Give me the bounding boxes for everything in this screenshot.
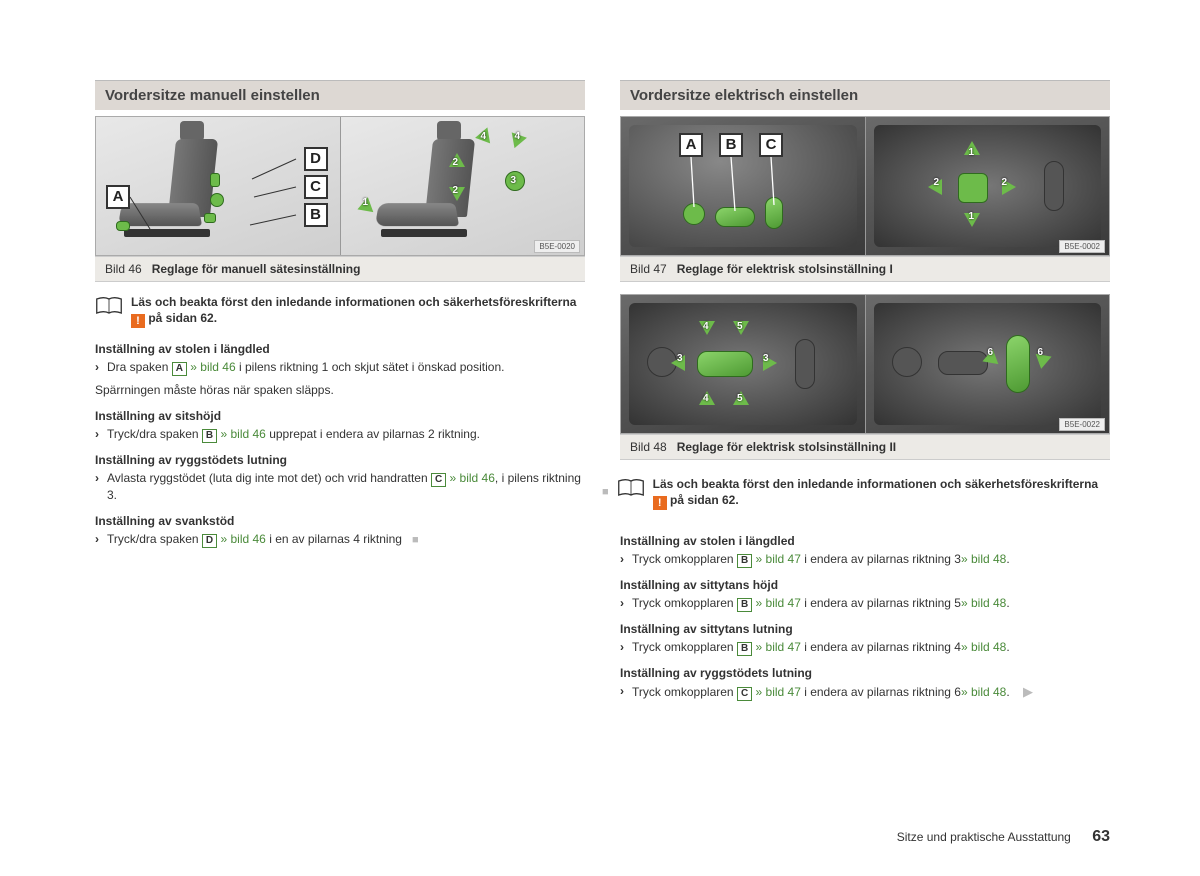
left-section-1: Inställning av sitshöjd Tryck/dra spaken… <box>95 409 585 443</box>
info-text: Läs och beakta först den inledande infor… <box>653 477 1098 491</box>
bullet-line: Tryck omkopplaren B » bild 47 i endera a… <box>620 639 1110 656</box>
letter-box: B <box>737 598 752 612</box>
bullet-line: Tryck omkopplaren B » bild 47 i endera a… <box>620 595 1110 612</box>
right-column: Vordersitze elektrisch einstellen A B C <box>620 80 1110 701</box>
section-end-icon: ■ <box>412 534 419 546</box>
book-icon <box>95 294 123 318</box>
caption-prefix: Bild 48 <box>630 440 667 454</box>
figure-link[interactable]: » bild 46 <box>187 360 236 374</box>
letter-box: C <box>431 473 446 487</box>
letter-box: C <box>737 687 752 701</box>
section-end-icon: ■ <box>602 486 609 498</box>
bullet-line: Tryck/dra spaken B » bild 46 upprepat i … <box>95 426 585 443</box>
figure-link[interactable]: » bild 48 <box>961 552 1006 566</box>
letter-box: B <box>202 429 217 443</box>
info-pageref: på sidan 62. <box>145 311 217 325</box>
left-section-title: Vordersitze manuell einstellen <box>95 80 585 110</box>
figure-link[interactable]: » bild 48 <box>961 640 1006 654</box>
figure-link[interactable]: » bild 46 <box>446 471 495 485</box>
page-number: 63 <box>1092 828 1110 845</box>
continue-arrow-icon: ▶ <box>1023 684 1033 699</box>
letter-box: B <box>737 554 752 568</box>
figure-link[interactable]: » bild 46 <box>217 532 266 546</box>
caption-46: Bild 46 Reglage för manuell sätesinställ… <box>95 256 585 282</box>
bullet-line: Dra spaken A » bild 46 i pilens riktning… <box>95 359 585 376</box>
caption-prefix: Bild 47 <box>630 262 667 276</box>
left-column: Vordersitze manuell einstellen A D C B <box>95 80 585 701</box>
footer-text: Sitze und praktische Ausstattung <box>897 830 1071 844</box>
sub-heading: Inställning av sittytans höjd <box>620 578 1110 592</box>
left-section-0: Inställning av stolen i längdled Dra spa… <box>95 342 585 399</box>
sub-heading: Inställning av svankstöd <box>95 514 585 528</box>
figure-48: 4 5 3 3 4 5 6 6 <box>620 294 1110 434</box>
figure-link[interactable]: » bild 46 <box>217 427 266 441</box>
figure-47-panel-1: A B C <box>621 117 865 255</box>
letter-box: A <box>172 362 187 376</box>
figure-link[interactable]: » bild 47 <box>752 640 801 654</box>
figure-code: B5E-0020 <box>534 240 580 253</box>
figure-47-panel-2: 1 1 2 2 <box>865 117 1110 255</box>
letter-box: D <box>202 534 217 548</box>
figure-46: A D C B <box>95 116 585 256</box>
warning-icon: ! <box>131 314 145 328</box>
caption-prefix: Bild 46 <box>105 262 142 276</box>
caption-47: Bild 47 Reglage för elektrisk stolsinstä… <box>620 256 1110 282</box>
sub-heading: Inställning av stolen i längdled <box>620 534 1110 548</box>
figure-link[interactable]: » bild 47 <box>752 596 801 610</box>
info-text: Läs och beakta först den inledande infor… <box>131 295 576 309</box>
figure-code: B5E-0002 <box>1059 240 1105 253</box>
figure-46-panel-2: 1 2 2 4 4 3 <box>340 117 585 255</box>
figure-link[interactable]: » bild 48 <box>961 685 1006 699</box>
figure-code: B5E-0022 <box>1059 418 1105 431</box>
page-footer: Sitze und praktische Ausstattung 63 <box>897 828 1110 846</box>
figure-47: A B C 1 1 2 2 <box>620 116 1110 256</box>
right-section-1: Inställning av sittytans höjd Tryck omko… <box>620 578 1110 612</box>
plain-line: Spärrningen måste höras när spaken släpp… <box>95 382 585 399</box>
figure-link[interactable]: » bild 47 <box>752 552 801 566</box>
right-section-title: Vordersitze elektrisch einstellen <box>620 80 1110 110</box>
figure-48-panel-1: 4 5 3 3 4 5 <box>621 295 865 433</box>
bullet-line: Tryck omkopplaren B » bild 47 i endera a… <box>620 551 1110 568</box>
bullet-line: Avlasta ryggstödet (luta dig inte mot de… <box>95 470 585 504</box>
warning-icon: ! <box>653 496 667 510</box>
book-icon <box>617 476 645 500</box>
right-section-2: Inställning av sittytans lutning Tryck o… <box>620 622 1110 656</box>
info-block-left: Läs och beakta först den inledande infor… <box>95 294 585 328</box>
info-block-right: Läs och beakta först den inledande infor… <box>617 476 1110 510</box>
sub-heading: Inställning av stolen i längdled <box>95 342 585 356</box>
bullet-line: Tryck omkopplaren C » bild 47 i endera a… <box>620 683 1110 701</box>
figure-link[interactable]: » bild 48 <box>961 596 1006 610</box>
leader-lines-icon <box>621 117 865 255</box>
figure-48-panel-2: 6 6 <box>865 295 1110 433</box>
left-section-2: Inställning av ryggstödets lutning Avlas… <box>95 453 585 504</box>
bullet-line: Tryck/dra spaken D » bild 46 i en av pil… <box>95 531 585 548</box>
right-section-3: Inställning av ryggstödets lutning Tryck… <box>620 666 1110 701</box>
caption-text: Reglage för manuell sätesinställning <box>152 262 361 276</box>
sub-heading: Inställning av ryggstödets lutning <box>620 666 1110 680</box>
caption-text: Reglage för elektrisk stolsinställning I… <box>677 440 896 454</box>
sub-heading: Inställning av ryggstödets lutning <box>95 453 585 467</box>
caption-text: Reglage för elektrisk stolsinställning I <box>677 262 893 276</box>
info-pageref: på sidan 62. <box>667 493 739 507</box>
left-section-3: Inställning av svankstöd Tryck/dra spake… <box>95 514 585 548</box>
sub-heading: Inställning av sitshöjd <box>95 409 585 423</box>
figure-46-panel-1: A D C B <box>96 117 340 255</box>
leader-lines-icon <box>96 117 340 255</box>
right-section-0: Inställning av stolen i längdled Tryck o… <box>620 534 1110 568</box>
sub-heading: Inställning av sittytans lutning <box>620 622 1110 636</box>
letter-box: B <box>737 642 752 656</box>
caption-48: Bild 48 Reglage för elektrisk stolsinstä… <box>620 434 1110 460</box>
figure-link[interactable]: » bild 47 <box>752 685 801 699</box>
